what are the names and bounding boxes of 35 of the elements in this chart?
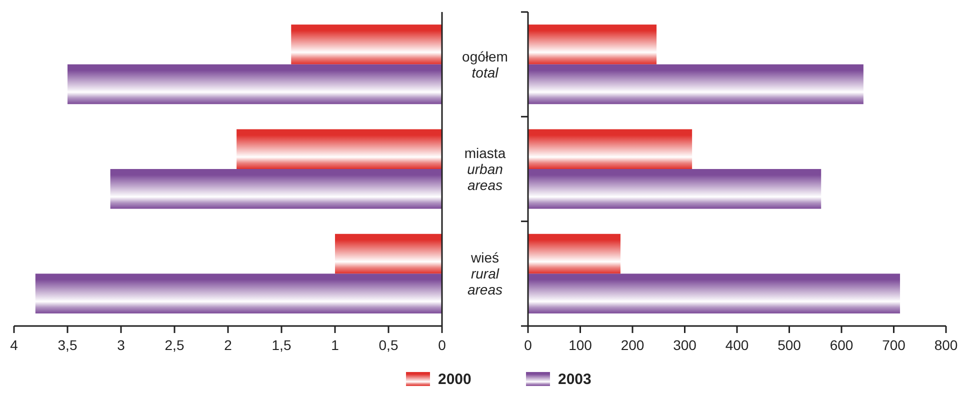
x-tick-label: 1,5 bbox=[272, 337, 292, 353]
bar bbox=[528, 274, 900, 314]
x-tick-label: 300 bbox=[673, 337, 697, 353]
x-tick-label: 400 bbox=[725, 337, 749, 353]
bar bbox=[528, 24, 657, 64]
x-tick-label: 600 bbox=[830, 337, 854, 353]
legend-label: 2003 bbox=[558, 371, 592, 388]
bar bbox=[528, 129, 692, 169]
bar bbox=[68, 64, 442, 104]
x-tick-label: 0 bbox=[524, 337, 532, 353]
bar bbox=[110, 169, 442, 209]
bar bbox=[528, 234, 620, 274]
x-tick-label: 0 bbox=[438, 337, 446, 353]
bar bbox=[291, 24, 442, 64]
x-tick-label: 2,5 bbox=[164, 337, 184, 353]
bar bbox=[528, 64, 864, 104]
bar bbox=[35, 274, 442, 314]
x-tick-label: 0,5 bbox=[378, 337, 398, 353]
x-tick-label: 800 bbox=[934, 337, 958, 353]
x-tick-label: 3,5 bbox=[58, 337, 78, 353]
x-tick-label: 4 bbox=[10, 337, 18, 353]
x-tick-label: 3 bbox=[117, 337, 126, 353]
bar bbox=[528, 169, 822, 209]
x-tick-label: 100 bbox=[568, 337, 592, 353]
x-tick-label: 200 bbox=[620, 337, 644, 353]
x-tick-label: 2 bbox=[224, 337, 232, 353]
bar bbox=[236, 129, 442, 169]
x-tick-label: 500 bbox=[778, 337, 802, 353]
x-tick-label: 1 bbox=[331, 337, 340, 353]
bar bbox=[335, 234, 442, 274]
y-tick-label: wieś rural areas bbox=[467, 250, 503, 298]
x-tick-label: 700 bbox=[882, 337, 906, 353]
legend-label: 2000 bbox=[438, 371, 472, 388]
y-tick-label: ogółem total bbox=[462, 48, 508, 80]
y-tick-label: miasta urban areas bbox=[464, 145, 506, 193]
